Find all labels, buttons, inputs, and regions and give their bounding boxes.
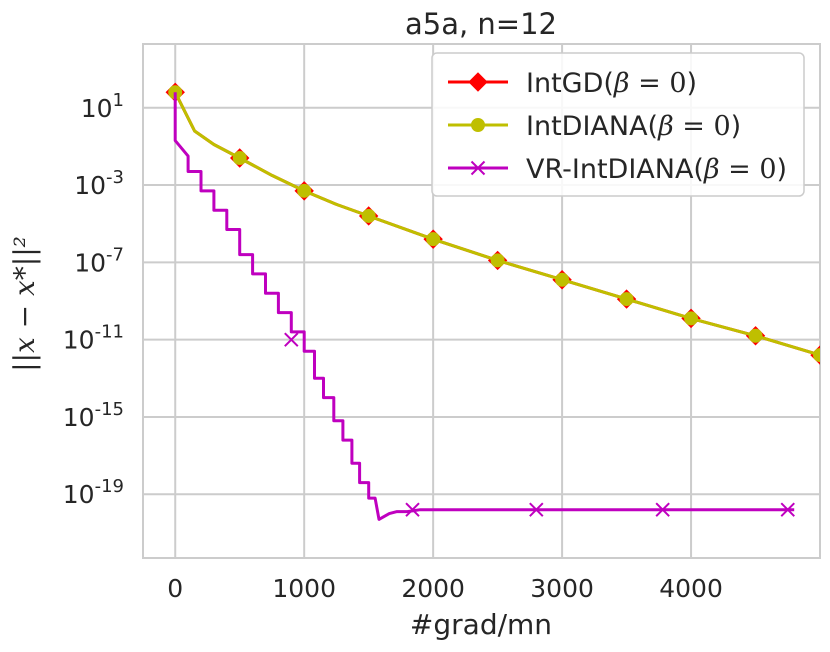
legend-marker (468, 72, 488, 92)
legend: IntGD(β = 0)IntDIANA(β = 0)VR-IntDIANA(β… (431, 52, 805, 197)
series-marker (684, 311, 699, 326)
y-tick-label: 10-15 (63, 399, 124, 432)
y-tick-label: 10-19 (63, 476, 124, 509)
y-tick-exponent: -7 (106, 244, 124, 265)
y-tick-base: 10 (63, 480, 95, 509)
series-marker (655, 502, 670, 517)
legend-label: VR-IntDIANA(β = 0) (526, 154, 787, 185)
series-marker (361, 208, 376, 223)
series-marker (232, 151, 247, 166)
y-tick-exponent: -15 (95, 399, 124, 420)
series-marker (490, 253, 505, 268)
legend-value: = 0 (674, 111, 731, 142)
legend-box (431, 52, 805, 197)
y-tick-label: 101 (81, 90, 124, 123)
y-tick-label: 10-7 (74, 244, 124, 277)
chart-title: a5a, n=12 (405, 7, 557, 41)
y-tick-exponent: 1 (113, 90, 124, 111)
series-vr-intdiana (173, 92, 795, 521)
legend-beta: β (613, 68, 630, 99)
x-axis-title: #grad/mn (410, 608, 552, 641)
x-tick-label: 4000 (659, 574, 723, 603)
x-tick-label: 0 (167, 574, 183, 603)
y-tick-base: 10 (74, 171, 106, 200)
plot-frame (142, 43, 821, 559)
series-marker (405, 502, 420, 517)
x-tick-label: 1000 (272, 574, 336, 603)
legend-marker (471, 118, 485, 132)
y-tick-exponent: -3 (106, 167, 124, 188)
legend-close: ) (687, 68, 698, 99)
legend-beta: β (703, 154, 720, 185)
y-tick-base: 10 (63, 403, 95, 432)
y-tick-exponent: -19 (95, 476, 124, 497)
series-marker (813, 348, 820, 363)
series-marker (619, 292, 634, 307)
series-marker (748, 328, 763, 343)
legend-marker (470, 160, 486, 176)
x-axis-ticks: 0 1000 2000 3000 4000 (167, 574, 723, 603)
y-tick-label: 10-11 (63, 322, 124, 355)
legend-value: = 0 (720, 154, 777, 185)
y-tick-base: 10 (63, 326, 95, 355)
series-intdiana (168, 85, 820, 363)
y-tick-exponent: -11 (95, 322, 124, 343)
legend-label: IntDIANA(β = 0) (526, 111, 741, 142)
series-marker (297, 183, 312, 198)
series-layer (165, 82, 820, 521)
series-line (173, 92, 795, 521)
legend-value: = 0 (630, 68, 687, 99)
legend-name: IntDIANA( (526, 111, 658, 142)
legend-close: ) (731, 111, 742, 142)
y-tick-base: 10 (74, 248, 106, 277)
legend-close: ) (777, 154, 788, 185)
x-tick-label: 3000 (530, 574, 594, 603)
series-marker (529, 502, 544, 517)
series-marker (426, 232, 441, 247)
y-tick-base: 10 (81, 94, 113, 123)
y-axis-title-text: ||x − x*||² (8, 236, 41, 372)
x-tick-label: 2000 (401, 574, 465, 603)
series-marker (780, 502, 795, 517)
series-marker (284, 332, 299, 347)
legend-label: IntGD(β = 0) (526, 68, 697, 99)
y-tick-label: 10-3 (74, 167, 124, 200)
y-axis-title: ||x − x*||² (8, 236, 41, 372)
legend-name: VR-IntDIANA( (526, 154, 704, 185)
series-marker (555, 272, 570, 287)
legend-name: IntGD( (526, 68, 614, 99)
legend-beta: β (657, 111, 674, 142)
